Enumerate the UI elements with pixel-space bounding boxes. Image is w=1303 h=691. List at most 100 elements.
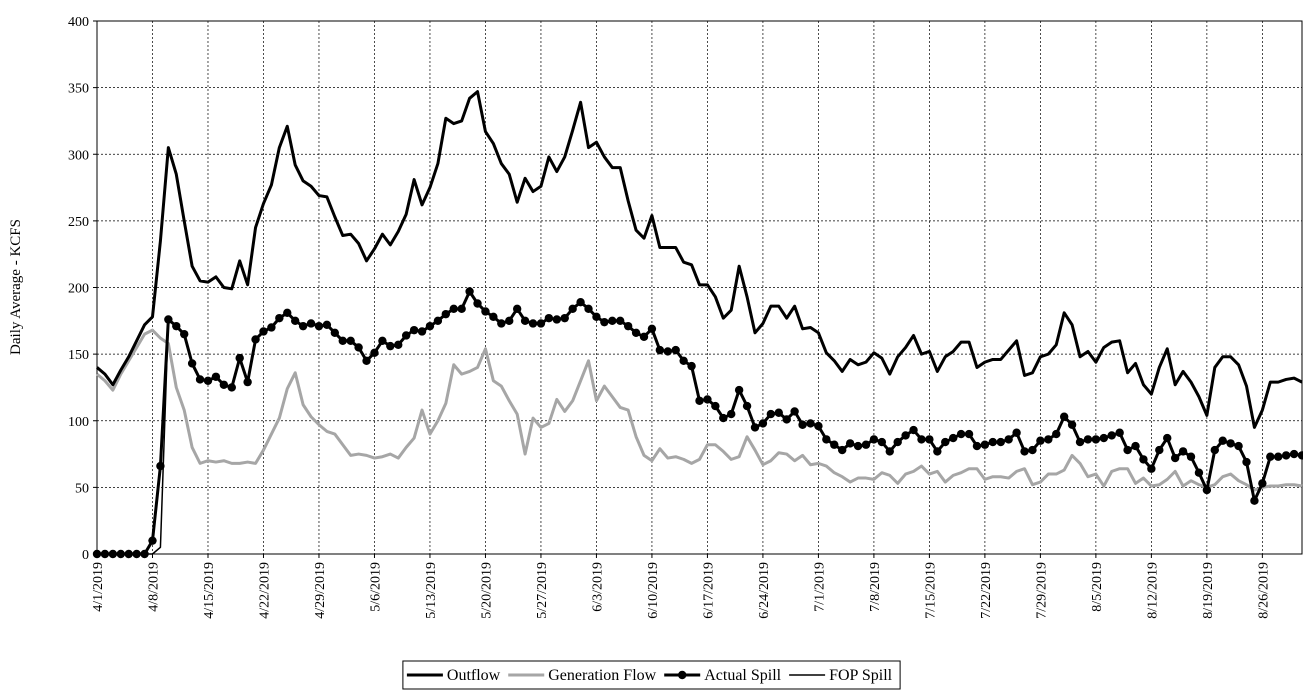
point-marker [877,437,887,447]
point-marker [275,313,284,323]
point-marker [830,440,839,449]
point-marker [584,304,593,314]
point-marker [124,549,133,559]
point-marker [592,312,601,322]
point-marker [790,407,799,416]
point-marker [1020,447,1029,456]
x-tick-label: 5/13/2019 [424,562,439,619]
x-tick-label: 4/8/2019 [146,562,161,612]
point-marker [370,348,379,357]
point-marker [695,396,704,405]
point-marker [1178,447,1188,456]
point-marker [972,441,982,451]
legend-label: Actual Spill [704,667,781,684]
point-marker [1083,435,1093,444]
point-marker [1139,455,1148,464]
point-marker [1012,428,1021,437]
point-marker [401,331,411,340]
point-marker [92,549,102,559]
point-marker [901,431,910,440]
legend-label: Generation Flow [548,667,656,684]
point-marker [346,336,355,345]
point-marker [560,313,569,323]
point-marker [1036,436,1045,445]
point-marker [1004,435,1013,444]
point-marker [671,345,680,355]
point-marker [758,419,768,428]
point-marker [409,325,419,335]
legend-label: FOP Spill [829,667,893,684]
point-marker [956,429,966,439]
point-marker [314,321,324,331]
point-marker [727,409,736,419]
point-marker [608,316,617,326]
point-marker [1052,429,1061,439]
point-marker [996,437,1005,447]
point-marker [655,345,665,355]
point-marker [1028,445,1037,455]
x-tick-label: 8/5/2019 [1090,562,1105,612]
point-marker [449,304,458,314]
point-marker [433,316,443,326]
series-line [96,328,1303,492]
point-marker [687,361,696,371]
point-marker [750,423,760,432]
x-tick-label: 7/15/2019 [923,562,938,619]
point-marker [1194,468,1204,477]
point-marker [362,356,371,365]
point-marker [330,328,340,338]
x-tick-label: 6/17/2019 [701,562,716,619]
x-tick-label: 8/12/2019 [1145,562,1160,619]
point-marker [893,437,902,447]
point-marker [1297,451,1303,460]
x-tick-label: 7/22/2019 [979,562,994,619]
point-marker [774,408,783,417]
point-marker [441,309,451,319]
point-marker [885,447,894,456]
point-marker [520,316,530,326]
point-marker [180,329,189,339]
point-marker [172,321,181,331]
point-marker [552,315,562,324]
point-marker [354,343,363,352]
point-marker [497,319,506,328]
point-marker [100,549,110,559]
point-marker [473,299,482,308]
point-marker [1218,436,1227,445]
point-marker [964,429,974,439]
point-marker [616,316,625,326]
point-marker [814,421,823,431]
point-marker [1258,479,1267,488]
point-marker [1147,464,1156,473]
x-tick-label: 5/6/2019 [368,562,383,612]
point-marker [1186,452,1196,461]
y-tick-label: 0 [82,548,89,563]
series-line [96,90,1303,429]
x-tick-label: 8/19/2019 [1201,562,1216,619]
x-tick-label: 6/24/2019 [757,562,772,619]
point-marker [219,380,229,389]
point-marker [719,413,728,423]
point-marker [457,304,466,314]
point-marker [766,409,776,419]
y-tick-label: 250 [68,215,89,230]
point-marker [243,377,252,387]
point-marker [1107,431,1116,440]
point-marker [1099,433,1109,443]
point-marker [639,332,649,342]
point-marker [1242,457,1251,467]
point-marker [734,385,744,395]
point-marker [600,317,609,327]
point-marker [1202,485,1212,495]
point-marker [1170,453,1180,463]
point-marker [948,433,958,443]
point-marker [1115,428,1124,437]
point-marker [338,336,347,345]
point-marker [306,319,316,328]
point-marker [227,383,236,392]
point-marker [1075,437,1085,447]
point-marker [116,549,125,559]
x-tick-label: 4/22/2019 [257,562,272,619]
point-marker [156,461,165,471]
